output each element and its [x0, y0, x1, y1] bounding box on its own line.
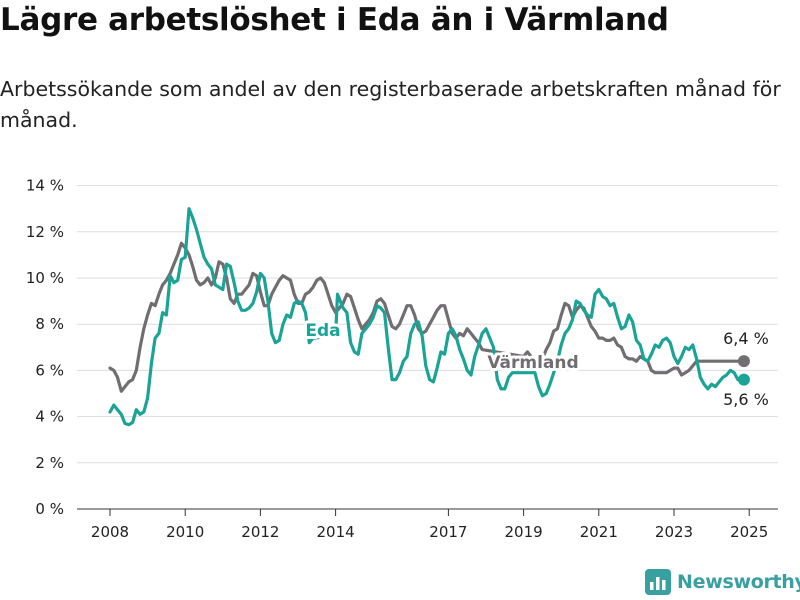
series-lines: [108, 207, 750, 427]
end-value-label-varmland: 6,4 %: [723, 329, 769, 348]
y-tick-label: 12 %: [26, 223, 64, 241]
end-dot-eda: [737, 373, 750, 386]
end-value-label-eda: 5,6 %: [723, 390, 769, 409]
y-tick-label: 6 %: [35, 361, 64, 379]
series-label-varmland: Värmland: [487, 353, 578, 373]
x-tick-label: 2014: [317, 523, 355, 541]
y-tick-label: 4 %: [35, 408, 64, 426]
y-tick-label: 8 %: [35, 315, 64, 333]
x-tick-label: 2010: [166, 523, 204, 541]
x-tick-label: 2017: [429, 523, 467, 541]
x-tick-label: 2019: [505, 523, 543, 541]
axis-labels: 0 % 2 % 4 % 6 % 8 % 10 % 12 % 14 % 2008 2010 2012 2…: [26, 177, 768, 541]
newsworthy-logo-text: Newsworthy: [677, 571, 800, 593]
series-line-varmland: [108, 241, 740, 393]
y-tick-label: 0 %: [35, 500, 64, 518]
x-tick-label: 2023: [655, 523, 693, 541]
series-line-eda: [108, 207, 740, 427]
newsworthy-logo-icon: [645, 569, 671, 595]
x-tick-label: 2008: [91, 523, 129, 541]
newsworthy-logo: Newsworthy: [645, 567, 800, 597]
y-tick-label: 2 %: [35, 454, 64, 472]
y-tick-label: 14 %: [26, 177, 64, 195]
x-tick-label: 2025: [730, 523, 768, 541]
end-dot-varmland: [737, 355, 750, 368]
series-label-eda: Eda: [305, 321, 340, 341]
x-tick-label: 2021: [580, 523, 618, 541]
chart-title: Lägre arbetslöshet i Eda än i Värmland: [0, 2, 669, 38]
series-labels: Eda Värmland 5,6 % 6,4 %: [302, 318, 771, 412]
y-tick-label: 10 %: [26, 269, 64, 287]
x-tick-label: 2012: [241, 523, 279, 541]
chart-subtitle: Arbetssökande som andel av den registerb…: [0, 77, 781, 132]
